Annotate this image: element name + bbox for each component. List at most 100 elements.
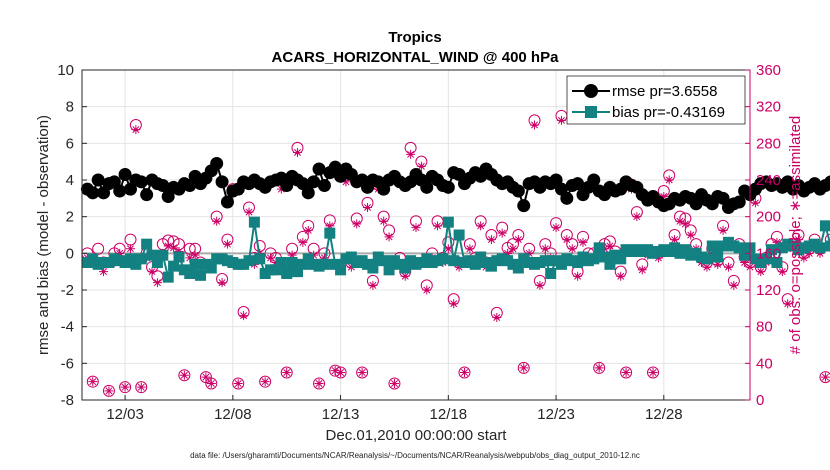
obs-assimilated-point	[567, 244, 577, 254]
obs-assimilated-point	[497, 228, 507, 238]
obs-assimilated-point	[266, 253, 276, 263]
obs-assimilated-point	[416, 161, 426, 171]
obs-assimilated-point	[325, 221, 335, 231]
bias-point	[324, 227, 336, 239]
obs-assimilated-point	[125, 244, 135, 254]
obs-assimilated-point	[389, 379, 399, 388]
rmse-point	[215, 175, 229, 189]
bias-point	[588, 253, 600, 265]
obs-assimilated-point	[352, 219, 362, 229]
obs-assimilated-point	[239, 311, 249, 321]
obs-assimilated-point	[729, 280, 739, 290]
obs-assimilated-point	[152, 278, 162, 288]
y2-tick-label: 120	[756, 282, 781, 299]
obs-possible-point	[824, 233, 830, 246]
bias-point	[378, 255, 390, 267]
obs-assimilated-point	[319, 253, 329, 263]
obs-assimilated-point	[503, 248, 513, 258]
y-tick-label: 2	[66, 209, 74, 226]
bias-point	[437, 253, 449, 265]
rmse-point	[312, 162, 326, 176]
x-axis: 12/03 12/08 12/13 12/18 12/23 12/28	[106, 395, 683, 423]
bias-point	[243, 255, 255, 267]
rmse-point	[113, 184, 127, 198]
bias-series	[81, 216, 830, 283]
bias-point	[615, 253, 627, 265]
bias-point	[254, 253, 266, 265]
y-tick-label: 0	[66, 245, 74, 262]
obs-assimilated-point	[190, 250, 200, 260]
obs-assimilated-point	[486, 235, 496, 245]
obs-possible-point	[119, 381, 132, 394]
rmse-point	[91, 173, 105, 187]
obs-assimilated-point	[201, 372, 211, 382]
bias-point	[604, 258, 616, 270]
rmse-point	[517, 199, 531, 213]
bias-point	[448, 255, 460, 267]
bias-point	[712, 251, 724, 263]
bias-point	[281, 268, 293, 279]
y2-tick-label: 0	[756, 392, 764, 409]
bias-point	[146, 249, 158, 261]
obs-possible-point	[135, 381, 148, 394]
bias-point	[275, 257, 287, 268]
obs-assimilated-point	[357, 368, 367, 377]
obs-possible-point	[388, 377, 401, 390]
obs-assimilated-point	[222, 239, 232, 249]
bias-point	[819, 220, 830, 232]
bias-point	[814, 242, 826, 254]
obs-assimilated-point	[659, 192, 669, 201]
x-tick-label: 12/28	[645, 406, 683, 423]
rmse-point	[210, 157, 224, 170]
obs-assimilated-point	[260, 377, 270, 387]
obs-assimilated-point	[573, 271, 583, 281]
bias-point	[825, 240, 830, 252]
rmse-point	[732, 195, 746, 209]
obs-assimilated-point	[449, 299, 459, 309]
obs-assimilated-point	[443, 244, 453, 254]
bias-point	[539, 255, 551, 267]
x-tick-label: 12/18	[430, 406, 468, 423]
bias-point	[771, 257, 783, 268]
obs-assimilated-point	[513, 235, 523, 245]
bias-point	[733, 242, 745, 254]
rmse-point	[301, 186, 315, 200]
obs-assimilated-point	[368, 280, 378, 290]
y2-tick-label: 40	[756, 355, 773, 372]
obs-possible-point	[178, 369, 191, 382]
bias-point	[205, 262, 217, 274]
y2-tick-label: 80	[756, 319, 773, 336]
plot-area	[82, 70, 750, 400]
obs-possible-point	[819, 371, 830, 384]
chart-title: Tropics	[388, 29, 441, 46]
bias-point	[469, 258, 481, 270]
bias-point	[706, 240, 718, 252]
chart-subtitle: ACARS_HORIZONTAL_WIND @ 400 hPa	[272, 49, 560, 66]
obs-assimilated-point	[400, 271, 410, 281]
obs-assimilated-point	[670, 235, 680, 245]
obs-assimilated-point	[551, 223, 561, 233]
obs-assimilated-point	[637, 265, 647, 275]
bias-point	[173, 251, 185, 263]
obs-assimilated-point	[616, 271, 626, 281]
obs-assimilated-point	[363, 203, 373, 212]
obs-assimilated-point	[675, 216, 685, 226]
bias-point	[184, 268, 196, 279]
obs-possible-point	[313, 377, 326, 390]
obs-assimilated-point	[115, 248, 125, 258]
y2-tick-label: 360	[756, 62, 781, 79]
obs-assimilated-point	[379, 216, 389, 226]
obs-assimilated-point	[406, 149, 416, 159]
obs-possible-point	[593, 361, 606, 374]
bias-point	[555, 258, 567, 270]
obs-assimilated-point	[244, 207, 254, 217]
rmse-point	[587, 173, 601, 187]
bias-point	[599, 251, 611, 263]
obs-assimilated-point	[530, 120, 540, 130]
x-tick-label: 12/13	[322, 406, 360, 423]
y2-axis-label: # of obs: o=possible; ∗=assimilated	[787, 116, 804, 355]
bias-point	[286, 257, 298, 268]
bias-point	[157, 249, 169, 261]
obs-assimilated-point	[686, 230, 696, 240]
obs-assimilated-point	[465, 244, 475, 254]
